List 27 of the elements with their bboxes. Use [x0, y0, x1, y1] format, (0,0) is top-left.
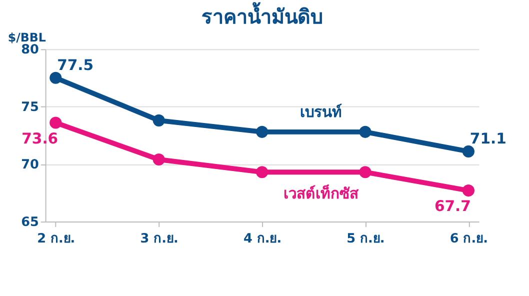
point	[256, 166, 268, 178]
point	[152, 153, 165, 166]
point	[50, 72, 62, 84]
x-tick-label: 2 ก.ย.	[37, 232, 76, 247]
data-label: 71.1	[470, 130, 506, 148]
y-tick-label: 75	[21, 100, 40, 116]
data-label: 77.5	[57, 57, 94, 74]
x-tick-label: 3 ก.ย.	[140, 232, 178, 247]
data-label: 67.7	[434, 198, 471, 216]
series-label: เบรนท์	[300, 103, 342, 122]
y-tick-label: 70	[21, 158, 40, 173]
y-axis-title: $/BBL	[8, 30, 46, 44]
y-tick-label: 80	[21, 42, 40, 58]
x-tick-label: 4 ก.ย.	[243, 232, 282, 247]
x-tick-label: 6 ก.ย.	[450, 232, 488, 247]
point	[359, 166, 372, 178]
chart-title: ราคาน้ำมันดิบ	[202, 2, 323, 29]
y-tick-label: 65	[21, 214, 40, 230]
point	[50, 116, 62, 129]
series-label: เวสต์เท็กซัส	[283, 184, 360, 203]
data-label: 73.6	[22, 130, 58, 148]
point	[462, 184, 474, 197]
point	[462, 145, 474, 158]
point	[359, 126, 372, 138]
point	[256, 126, 268, 138]
point	[152, 114, 165, 126]
x-tick-label: 5 ก.ย.	[346, 232, 385, 247]
